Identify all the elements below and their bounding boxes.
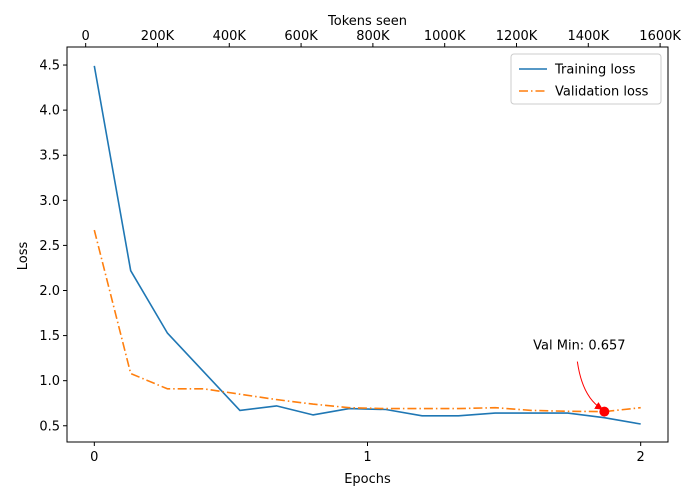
- legend: Training loss Validation loss: [510, 53, 662, 105]
- y-axis-label: Loss: [16, 242, 31, 271]
- top-x-tick-label: 0: [82, 29, 90, 44]
- top-x-tick-label: 600K: [284, 29, 318, 44]
- validation-loss-line: [93, 229, 641, 413]
- x-axis-label: Epochs: [344, 472, 391, 487]
- series-lines: [93, 65, 641, 425]
- min-annotation: Val Min: 0.657: [533, 339, 626, 417]
- y-tick-label: 3.0: [39, 194, 60, 209]
- y-tick-label: 2.0: [39, 284, 60, 299]
- y-tick-label: 1.0: [39, 374, 60, 389]
- y-tick-label: 3.5: [39, 149, 60, 164]
- top-x-tick-label: 1200K: [496, 29, 538, 44]
- top-x-tick-label: 1000K: [424, 29, 466, 44]
- top-x-tick-label: 200K: [141, 29, 175, 44]
- x-tick-label: 1: [363, 450, 371, 465]
- top-x-tick-label: 400K: [213, 29, 247, 44]
- y-tick-label: 0.5: [39, 419, 60, 434]
- top-x-tick-label: 800K: [356, 29, 390, 44]
- legend-box: [510, 53, 662, 105]
- annotation-label: Val Min: 0.657: [533, 339, 625, 354]
- plot-frame: [66, 46, 669, 443]
- top-x-tick-label: 1600K: [639, 29, 681, 44]
- training-legend-label: Training loss: [554, 63, 636, 78]
- x-tick-label: 2: [637, 450, 645, 465]
- y-tick-label: 1.5: [39, 329, 60, 344]
- val-min-marker: [599, 406, 610, 417]
- axes: 0 1 2 0 200K 400K 600K 800K 1000K 1200K 1400K 1600K…: [39, 29, 681, 465]
- top-x-axis-label: Tokens seen: [327, 14, 407, 29]
- training-loss-line: [93, 65, 641, 425]
- y-tick-label: 4.5: [39, 59, 60, 74]
- validation-legend-label: Validation loss: [555, 85, 649, 100]
- y-tick-label: 4.0: [39, 104, 60, 119]
- top-x-tick-label: 1400K: [567, 29, 609, 44]
- x-tick-label: 0: [90, 450, 98, 465]
- annotation-arrow: [576, 361, 604, 410]
- y-tick-label: 2.5: [39, 239, 60, 254]
